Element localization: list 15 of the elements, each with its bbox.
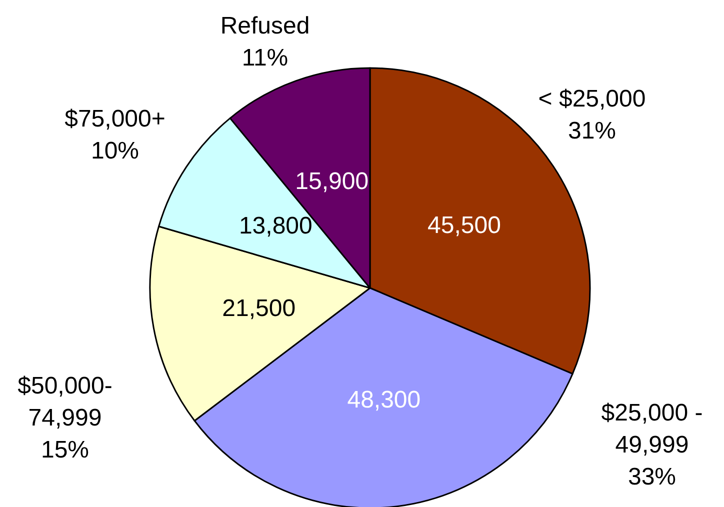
slice-label: Refused [220, 12, 310, 40]
data-label: 15,900 [295, 168, 369, 196]
data-label: 21,500 [222, 294, 296, 322]
text: 10% [90, 138, 140, 164]
data-label: 45,500 [428, 212, 501, 240]
text: 31% [568, 118, 616, 144]
slice-label: $75,000+ [64, 106, 166, 132]
slice-label: < $25,000 [538, 86, 646, 112]
text: 11% [242, 44, 288, 72]
slice-label: $25,000 - 49,999 [601, 400, 703, 458]
data-label: 48,300 [347, 386, 421, 414]
data-label: 13,800 [238, 212, 312, 240]
slice-label: $50,000- 74,999 [18, 372, 112, 432]
text: 33% [628, 464, 676, 490]
text: 15% [40, 436, 90, 464]
